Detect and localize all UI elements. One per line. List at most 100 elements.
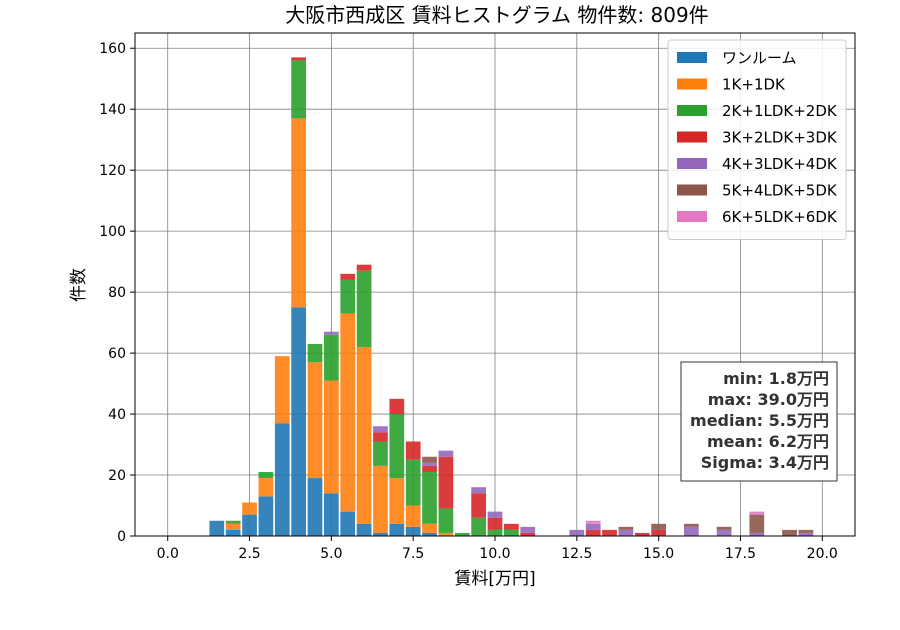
legend-swatch [677,158,707,169]
bar-segment [307,478,323,536]
bar-segment [618,529,634,536]
bar-segment [422,523,437,533]
bar-segment [307,343,323,363]
bar-segment [258,471,274,479]
legend-swatch [677,105,707,116]
bar-segment [225,523,241,530]
bar-segment [225,520,241,524]
bar-segment [618,526,634,530]
bar-segment [389,523,405,536]
bar-segment [585,529,601,536]
bar-segment [520,532,536,536]
bar-segment [291,57,306,61]
y-axis-label: 件数 [69,268,89,302]
bar-segment [389,414,405,479]
bar-segment [405,526,421,536]
legend-swatch [677,184,707,196]
bar-segment [749,511,765,515]
legend-swatch [677,131,707,143]
legend-entry-label: 3K+2LDK+3DK [722,129,838,147]
bar-segment [749,514,765,533]
y-tick-label: 140 [99,102,126,118]
bar-segment [438,450,454,457]
bar-segment [798,529,814,533]
bar-segment [471,493,486,518]
bar-segment [422,456,437,463]
bars [209,57,814,536]
bar-segment [356,346,372,524]
x-tick-label: 0.0 [157,546,179,562]
legend-entry-label: 1K+1DK [722,76,786,94]
bar-segment [258,496,274,536]
bar-segment [651,529,666,536]
bar-segment [356,523,372,536]
bar-segment [602,529,617,536]
bar-segment [585,523,601,530]
x-tick-label: 12.5 [561,546,592,562]
bar-segment [569,529,585,536]
bar-segment [651,523,666,530]
bar-segment [471,487,486,494]
x-tick-label: 7.5 [402,546,424,562]
bar-segment [749,532,765,536]
bar-segment [373,465,388,533]
bar-segment [291,118,306,308]
bar-segment [274,356,290,424]
bar-segment [225,529,241,536]
x-axis-label: 賃料[万円] [454,569,535,589]
legend-frame [667,39,847,240]
bar-segment [405,441,421,460]
stats-line: max: 39.0万円 [708,390,829,409]
bar-segment [291,307,306,536]
stats-line: min: 1.8万円 [723,369,829,388]
bar-segment [520,526,536,533]
bar-segment [340,511,356,536]
bar-segment [389,478,405,524]
bar-segment [405,459,421,506]
bar-segment [324,493,339,536]
bar-segment [422,471,437,524]
y-tick-label: 80 [108,285,126,301]
bar-segment [373,532,388,536]
bar-segment [438,508,454,533]
bar-segment [340,273,356,280]
bar-segment [324,334,339,381]
bar-segment [209,520,225,536]
bar-segment [373,426,388,433]
x-tick-label: 2.5 [238,546,260,562]
bar-segment [242,514,257,536]
legend: ワンルーム 1K+1DK 2K+1LDK+2DK 3K+2LDK+3DK 4K+3LDK… [667,39,847,240]
bar-segment [487,511,503,518]
stats-line: Sigma: 3.4万円 [701,453,829,472]
x-tick-label: 5.0 [320,546,342,562]
bar-segment [307,362,323,479]
bar-segment [274,423,290,536]
bar-segment [324,331,339,335]
bar-segment [716,529,732,536]
stats-line: median: 5.5万円 [690,411,829,430]
bar-segment [373,441,388,466]
bar-segment [389,398,405,415]
x-tick-label: 20.0 [807,546,838,562]
bar-segment [454,532,470,536]
y-tick-label: 100 [99,224,126,240]
y-tick-label: 160 [99,41,126,57]
y-tick-label: 40 [108,407,126,423]
bar-segment [504,523,519,530]
stats-box-frame [680,361,838,482]
stats-line: mean: 6.2万円 [707,432,829,451]
legend-swatch [677,211,707,222]
bar-segment [422,532,437,536]
bar-segment [487,529,503,536]
bar-segment [471,517,486,536]
bar-segment [242,502,257,515]
bar-segment [356,264,372,271]
bar-segment [782,529,797,536]
stats-box: min: 1.8万円 max: 39.0万円 median: 5.5万円 mean: … [680,361,838,482]
bar-segment [340,279,356,314]
y-tick-label: 0 [117,529,126,545]
legend-entry-label: 4K+3LDK+4DK [722,155,838,173]
legend-entry-label: 5K+4LDK+5DK [722,182,838,200]
y-tick-label: 120 [99,163,126,179]
